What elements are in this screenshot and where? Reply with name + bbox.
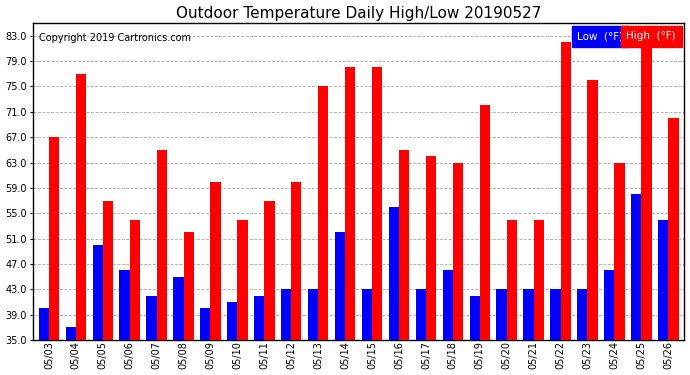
Bar xyxy=(119,270,130,375)
Bar xyxy=(49,137,59,375)
Bar xyxy=(415,289,426,375)
Bar xyxy=(237,219,248,375)
Bar xyxy=(388,207,399,375)
Bar xyxy=(184,232,194,375)
Bar xyxy=(254,296,264,375)
Bar xyxy=(130,219,140,375)
Bar xyxy=(264,201,275,375)
Bar xyxy=(281,289,291,375)
Bar xyxy=(157,150,167,375)
Bar xyxy=(604,270,614,375)
Bar xyxy=(173,277,184,375)
Bar xyxy=(578,289,587,375)
Text: Copyright 2019 Cartronics.com: Copyright 2019 Cartronics.com xyxy=(39,33,191,43)
Bar xyxy=(308,289,318,375)
Bar xyxy=(92,245,103,375)
Bar xyxy=(146,296,157,375)
Bar xyxy=(442,270,453,375)
Bar xyxy=(291,182,302,375)
Bar xyxy=(506,219,517,375)
Bar xyxy=(318,87,328,375)
Bar xyxy=(76,74,86,375)
Title: Outdoor Temperature Daily High/Low 20190527: Outdoor Temperature Daily High/Low 20190… xyxy=(176,6,541,21)
Bar xyxy=(345,68,355,375)
Bar xyxy=(614,162,624,375)
Bar xyxy=(642,42,651,375)
Bar xyxy=(103,201,113,375)
Bar xyxy=(658,219,669,375)
Bar xyxy=(587,80,598,375)
Bar xyxy=(551,289,560,375)
Bar xyxy=(200,308,210,375)
Bar xyxy=(39,308,49,375)
Bar xyxy=(469,296,480,375)
Bar xyxy=(480,105,490,375)
Bar xyxy=(560,42,571,375)
Bar xyxy=(453,162,463,375)
Bar xyxy=(362,289,372,375)
Bar xyxy=(335,232,345,375)
Bar xyxy=(227,302,237,375)
Bar xyxy=(372,68,382,375)
Bar xyxy=(66,327,76,375)
Bar xyxy=(399,150,409,375)
Bar xyxy=(631,194,642,375)
Bar xyxy=(497,289,506,375)
Bar xyxy=(426,156,436,375)
Bar xyxy=(524,289,533,375)
Bar xyxy=(533,219,544,375)
Bar xyxy=(210,182,221,375)
Bar xyxy=(669,118,678,375)
Legend: Low  (°F), High  (°F): Low (°F), High (°F) xyxy=(574,28,679,45)
